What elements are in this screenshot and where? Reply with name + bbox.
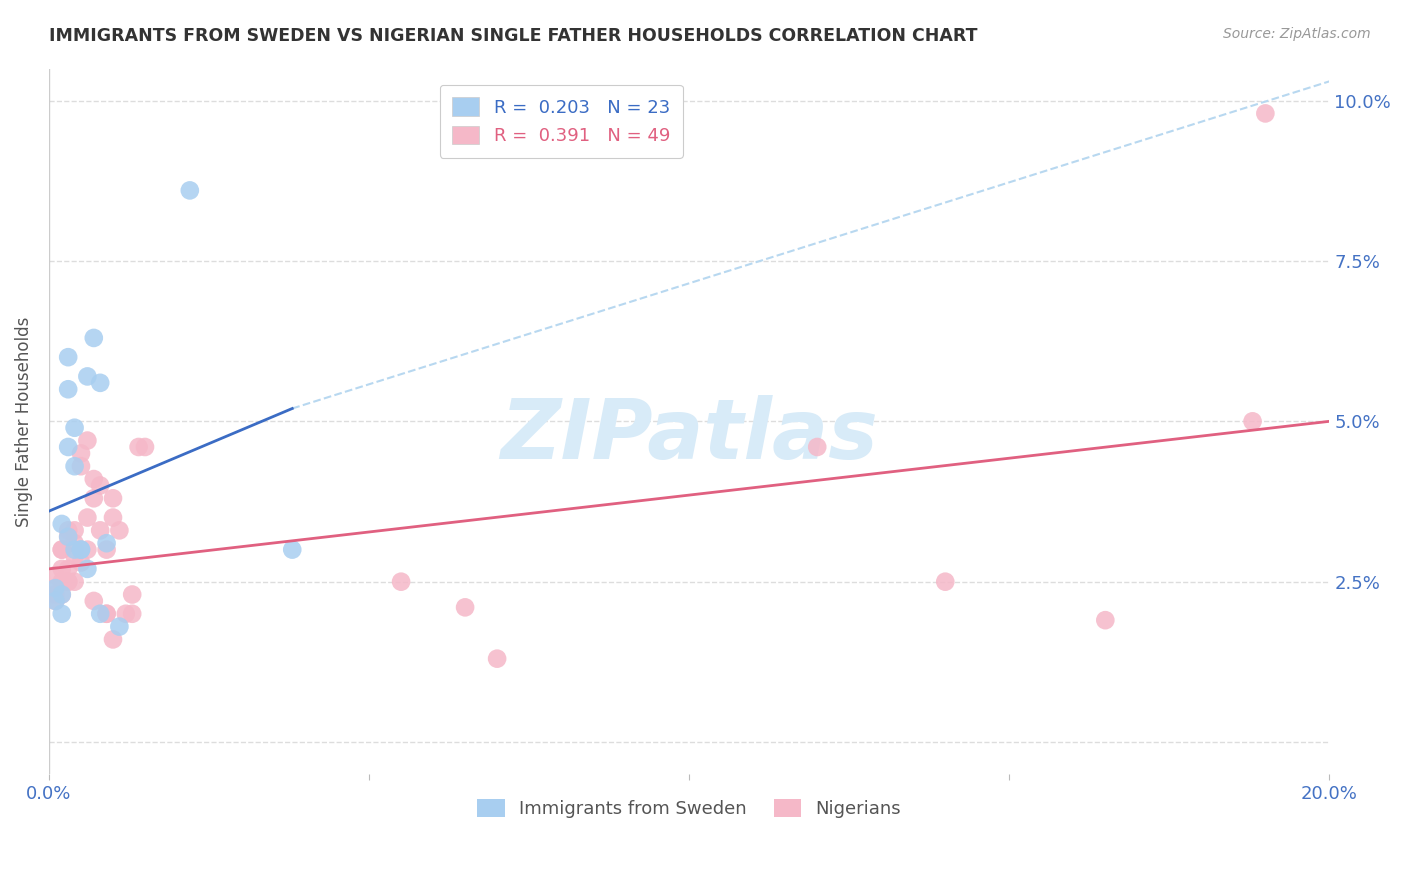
Point <box>83 472 105 486</box>
Point <box>486 651 509 665</box>
Point <box>89 607 111 621</box>
Point <box>1254 106 1277 120</box>
Point <box>101 632 124 647</box>
Point <box>56 530 79 544</box>
Point <box>56 382 79 396</box>
Point <box>83 331 105 345</box>
Point <box>44 594 66 608</box>
Point <box>76 369 98 384</box>
Point <box>70 446 93 460</box>
Point <box>63 459 86 474</box>
Point <box>51 587 73 601</box>
Point <box>63 421 86 435</box>
Point <box>51 542 73 557</box>
Text: Source: ZipAtlas.com: Source: ZipAtlas.com <box>1223 27 1371 41</box>
Point <box>56 574 79 589</box>
Point <box>83 491 105 506</box>
Point <box>51 574 73 589</box>
Point <box>89 524 111 538</box>
Point <box>89 376 111 390</box>
Point <box>56 574 79 589</box>
Point <box>101 491 124 506</box>
Point <box>56 524 79 538</box>
Point <box>89 478 111 492</box>
Point <box>70 556 93 570</box>
Point <box>51 587 73 601</box>
Point <box>83 594 105 608</box>
Point <box>934 574 956 589</box>
Point <box>63 536 86 550</box>
Point <box>76 542 98 557</box>
Point <box>44 581 66 595</box>
Point <box>70 542 93 557</box>
Point <box>51 516 73 531</box>
Point <box>70 542 93 557</box>
Point <box>114 607 136 621</box>
Point <box>44 594 66 608</box>
Y-axis label: Single Father Households: Single Father Households <box>15 316 32 526</box>
Text: IMMIGRANTS FROM SWEDEN VS NIGERIAN SINGLE FATHER HOUSEHOLDS CORRELATION CHART: IMMIGRANTS FROM SWEDEN VS NIGERIAN SINGL… <box>49 27 977 45</box>
Point <box>96 607 118 621</box>
Point <box>56 440 79 454</box>
Point <box>389 574 412 589</box>
Point <box>63 549 86 563</box>
Point <box>76 434 98 448</box>
Point <box>51 542 73 557</box>
Point <box>44 587 66 601</box>
Point <box>76 510 98 524</box>
Point <box>56 562 79 576</box>
Point <box>56 350 79 364</box>
Point <box>121 587 143 601</box>
Point <box>51 562 73 576</box>
Point <box>179 183 201 197</box>
Point <box>63 524 86 538</box>
Point <box>281 542 304 557</box>
Point <box>51 607 73 621</box>
Point <box>454 600 477 615</box>
Legend: Immigrants from Sweden, Nigerians: Immigrants from Sweden, Nigerians <box>470 791 908 825</box>
Point <box>806 440 828 454</box>
Point <box>63 574 86 589</box>
Point <box>108 524 131 538</box>
Point <box>1241 414 1264 428</box>
Point <box>96 542 118 557</box>
Point <box>101 510 124 524</box>
Point <box>96 536 118 550</box>
Point <box>1094 613 1116 627</box>
Point <box>44 568 66 582</box>
Point <box>128 440 150 454</box>
Point <box>108 619 131 633</box>
Point <box>121 607 143 621</box>
Point <box>96 607 118 621</box>
Point <box>63 542 86 557</box>
Point <box>76 562 98 576</box>
Point <box>44 581 66 595</box>
Point <box>56 530 79 544</box>
Point <box>70 459 93 474</box>
Point <box>134 440 156 454</box>
Text: ZIPatlas: ZIPatlas <box>501 395 879 476</box>
